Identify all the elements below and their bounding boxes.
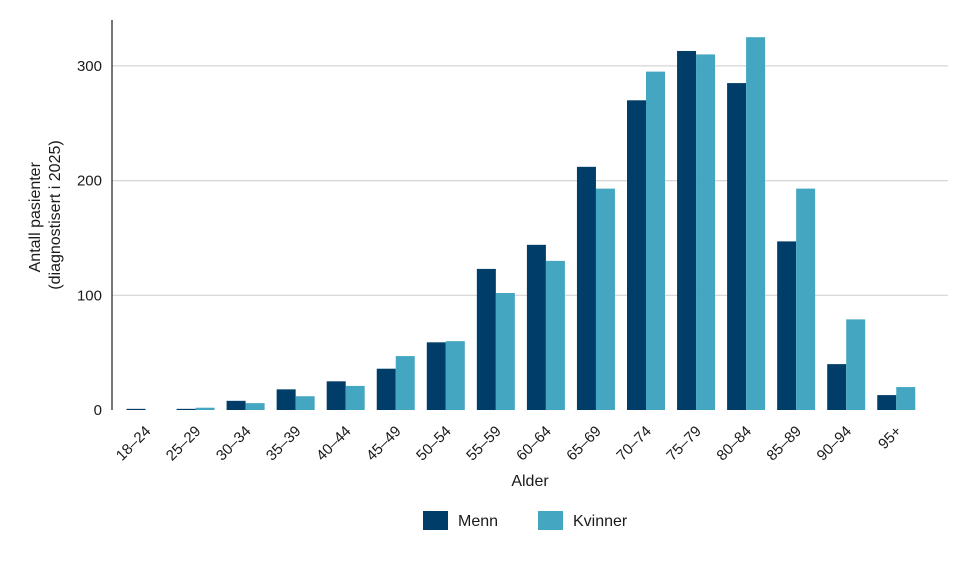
bar-kvinner-6 [445,341,465,410]
x-tick-label-5: 45–49 [363,423,405,465]
bar-kvinner-14 [846,319,866,410]
bar-menn-9 [576,166,596,410]
bar-menn-13 [777,241,797,410]
bar-menn-6 [426,342,446,410]
legend-swatch-menn [423,511,448,530]
bars [126,37,916,411]
legend: Menn Kvinner [423,511,628,530]
x-tick-label-3: 35–39 [263,423,305,465]
bar-kvinner-7 [495,293,515,410]
bar-kvinner-9 [595,188,615,410]
bar-kvinner-10 [646,71,665,410]
x-tick-label-9: 65–69 [563,423,605,465]
bar-menn-4 [326,381,346,410]
legend-label-kvinner: Kvinner [573,513,628,530]
y-axis-title-line-2: (diagnostisert i 2025) [47,140,64,289]
bar-menn-3 [276,389,296,410]
bar-kvinner-5 [395,356,415,410]
bar-kvinner-12 [746,37,766,411]
x-tick-label-10: 70–74 [613,423,655,465]
bar-kvinner-13 [796,188,816,410]
bar-menn-0 [126,408,146,410]
bar-menn-12 [727,83,747,411]
bar-kvinner-1 [195,407,215,410]
bar-menn-15 [877,395,897,410]
bar-menn-1 [176,408,196,410]
y-tick-label-100: 100 [77,287,102,304]
bar-kvinner-15 [896,387,916,410]
bar-kvinner-3 [295,396,315,410]
y-tick-label-200: 200 [77,173,102,190]
bar-kvinner-2 [245,403,265,410]
x-tick-label-15: 95+ [875,423,905,453]
bar-menn-11 [677,50,697,411]
x-tick-label-8: 60–64 [513,423,555,465]
x-axis-title: Alder [511,473,549,490]
legend-swatch-kvinner [538,511,563,530]
bar-menn-5 [376,368,396,410]
y-axis-title-line-1: Antall pasienter [27,161,44,272]
x-tick-label-2: 30–34 [213,423,255,465]
legend-label-menn: Menn [458,513,498,530]
bar-menn-8 [526,244,546,410]
x-tick-label-6: 50–54 [413,423,455,465]
bar-menn-10 [627,100,646,410]
y-tick-labels: 0 100 200 300 [77,58,102,419]
y-tick-label-300: 300 [77,58,102,75]
bar-menn-2 [226,400,246,410]
bar-kvinner-4 [345,385,365,410]
x-tick-label-12: 80–84 [713,423,755,465]
y-tick-label-0: 0 [94,402,102,419]
bar-menn-14 [827,364,847,410]
x-tick-label-1: 25–29 [163,423,205,465]
x-tick-label-14: 90–94 [814,423,856,465]
x-tick-label-4: 40–44 [313,423,355,465]
x-tick-label-11: 75–79 [663,423,705,465]
x-tick-label-0: 18–24 [113,423,155,465]
bar-menn-7 [476,268,496,410]
y-axis-title: Antall pasienter (diagnostisert i 2025) [27,140,64,289]
bar-kvinner-8 [545,260,565,410]
x-tick-labels: 18–24 25–29 30–34 35–39 40–44 45–49 50–54 55–59… [113,423,905,465]
bar-kvinner-11 [696,54,716,410]
x-tick-label-13: 85–89 [763,423,805,465]
x-tick-label-7: 55–59 [463,423,505,465]
